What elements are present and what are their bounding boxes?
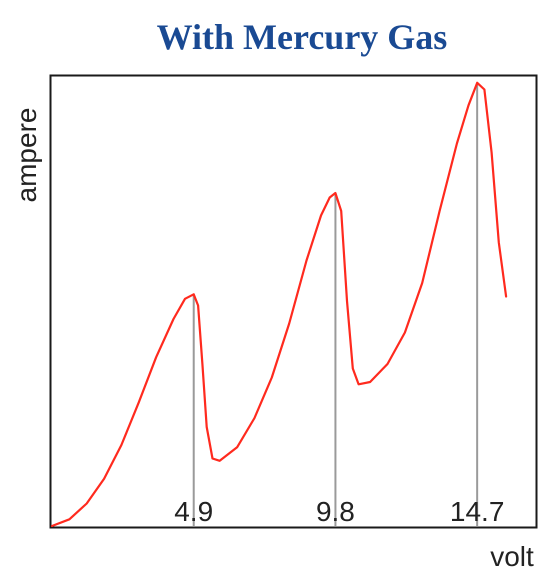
curve-layer [50, 81, 508, 528]
plot-frame [49, 74, 538, 529]
chart-title: With Mercury Gas [157, 17, 448, 57]
x-tick-label-2: 9.8 [316, 496, 355, 527]
series-line [50, 81, 508, 528]
tick-label-layer: 4.9 9.8 14.7 [174, 496, 504, 527]
x-tick-label-1: 4.9 [174, 496, 213, 527]
y-axis-label: ampere [11, 108, 42, 203]
x-axis-label: volt [490, 541, 534, 570]
peak-lines-layer [192, 82, 479, 526]
x-tick-label-3: 14.7 [450, 496, 505, 527]
